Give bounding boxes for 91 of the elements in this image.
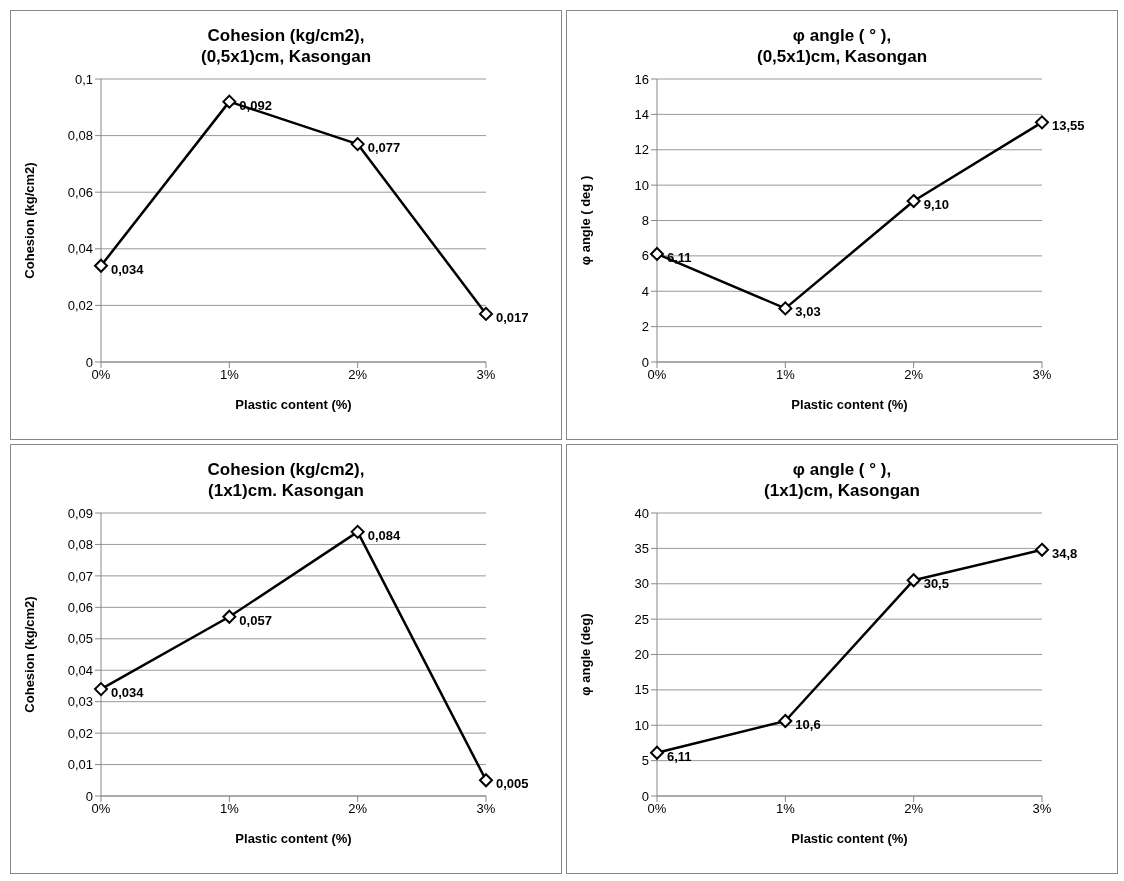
chart-title: φ angle ( ° ), (1x1)cm, Kasongan <box>763 459 921 501</box>
point <box>479 306 493 321</box>
y-tick-label: 0,02 <box>67 725 93 741</box>
y-tick-label: 16 <box>634 71 649 87</box>
y-tick-label: 40 <box>634 505 649 521</box>
x-tick-label: 2% <box>904 801 924 817</box>
y-tick-label: 4 <box>641 283 649 299</box>
x-axis-title: Plastic content (%) <box>235 831 352 846</box>
y-tick-label: 0,04 <box>67 662 93 678</box>
x-tick-label: 3% <box>1032 801 1052 817</box>
data-label: 9,10 <box>923 197 949 213</box>
x-tick-label: 2% <box>348 801 368 817</box>
point <box>479 773 493 788</box>
point <box>778 301 793 316</box>
y-tick-label: 0 <box>641 354 649 370</box>
y-tick-label: 6 <box>641 248 649 264</box>
point <box>906 194 921 209</box>
y-tick-label: 0 <box>85 788 93 804</box>
data-label: 0,057 <box>239 612 272 628</box>
x-axis-title: Plastic content (%) <box>791 397 908 412</box>
x-tick-label: 0% <box>91 801 111 817</box>
data-label: 13,55 <box>1052 118 1085 134</box>
x-tick-label: 3% <box>1032 367 1052 383</box>
y-tick-label: 8 <box>641 213 649 229</box>
y-tick-label: 15 <box>634 682 649 698</box>
y-axis-title: φ angle (deg) <box>577 613 593 696</box>
point <box>906 573 921 588</box>
x-tick-label: 2% <box>348 367 368 383</box>
y-tick-label: 0,04 <box>67 241 93 257</box>
y-axis-title: φ angle ( deg ) <box>577 175 593 266</box>
data-label: 0,084 <box>367 527 401 543</box>
y-tick-label: 0,03 <box>67 694 93 710</box>
chart-title: φ angle ( ° ), (0,5x1)cm, Kasongan <box>755 25 929 67</box>
y-tick-label: 0,08 <box>67 537 93 553</box>
y-tick-label: 0,1 <box>74 71 93 87</box>
y-tick-label: 5 <box>641 753 649 769</box>
point <box>94 682 108 697</box>
y-tick-label: 0 <box>641 788 649 804</box>
y-tick-label: 0 <box>85 354 93 370</box>
data-label: 6,11 <box>667 748 692 764</box>
y-tick-label: 35 <box>634 540 649 556</box>
x-tick-label: 0% <box>647 801 667 817</box>
point <box>222 609 237 624</box>
x-tick-label: 1% <box>775 367 796 383</box>
y-tick-label: 0,06 <box>67 184 93 200</box>
y-tick-label: 0,05 <box>67 631 93 647</box>
point <box>778 714 793 729</box>
x-tick-label: 1% <box>219 367 240 383</box>
point <box>350 137 365 152</box>
data-label: 30,5 <box>923 576 949 592</box>
y-tick-label: 10 <box>634 177 649 193</box>
y-tick-label: 0,06 <box>67 599 93 615</box>
data-label: 0,034 <box>111 685 145 701</box>
x-axis-title: Plastic content (%) <box>791 831 908 846</box>
x-tick-label: 0% <box>91 367 111 383</box>
x-tick-label: 3% <box>476 801 496 817</box>
point <box>350 524 365 539</box>
data-label: 0,005 <box>496 776 529 792</box>
data-label: 0,017 <box>496 309 529 325</box>
y-tick-label: 0,09 <box>67 505 93 521</box>
y-tick-label: 14 <box>634 106 649 122</box>
point <box>1035 115 1049 130</box>
y-axis-title: Cohesion (kg/cm2) <box>21 162 37 279</box>
y-tick-label: 30 <box>634 576 649 592</box>
y-tick-label: 20 <box>634 647 649 663</box>
point <box>650 246 664 261</box>
y-tick-label: 0,07 <box>67 568 93 584</box>
data-label: 10,6 <box>795 717 821 733</box>
x-tick-label: 0% <box>647 367 667 383</box>
point <box>94 258 108 273</box>
y-tick-label: 0,01 <box>67 757 93 773</box>
data-label: 3,03 <box>795 304 821 320</box>
x-tick-label: 2% <box>904 367 924 383</box>
data-label: 34,8 <box>1052 545 1078 561</box>
y-tick-label: 10 <box>634 717 649 733</box>
y-tick-label: 0,08 <box>67 128 93 144</box>
chart-title: Cohesion (kg/cm2), (1x1)cm. Kasongan <box>206 459 366 501</box>
y-tick-label: 12 <box>634 142 649 158</box>
point <box>1035 542 1049 557</box>
x-tick-label: 3% <box>476 367 496 383</box>
data-label: 0,034 <box>111 261 145 277</box>
x-tick-label: 1% <box>775 801 796 817</box>
data-label: 0,077 <box>367 140 401 156</box>
x-axis-title: Plastic content (%) <box>235 397 352 412</box>
y-axis-title: Cohesion (kg/cm2) <box>21 596 37 713</box>
x-tick-label: 1% <box>219 801 240 817</box>
y-tick-label: 0,02 <box>67 298 93 314</box>
y-tick-label: 25 <box>634 611 649 627</box>
y-tick-label: 2 <box>641 319 649 335</box>
point <box>650 745 664 760</box>
chart-title: Cohesion (kg/cm2), (0,5x1)cm, Kasongan <box>199 25 373 67</box>
